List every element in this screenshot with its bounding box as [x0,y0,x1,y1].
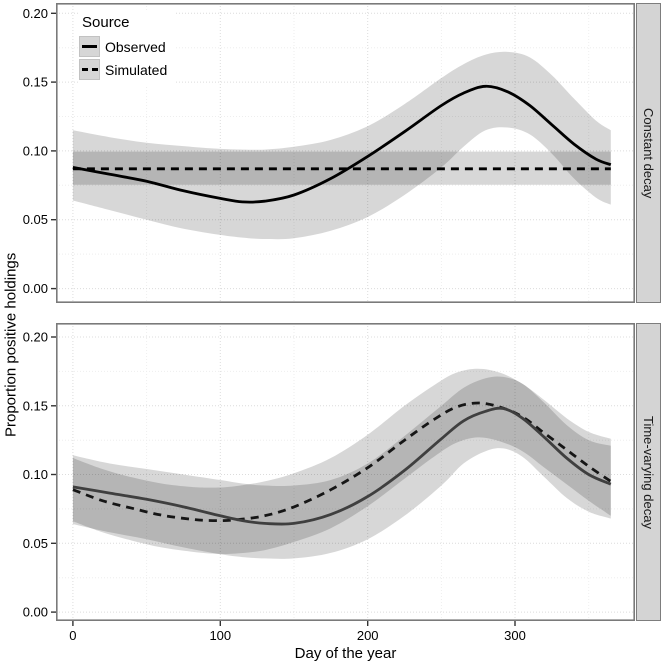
legend-key-simulated [79,59,100,80]
y-tick-label: 0.15 [23,398,48,413]
y-tick-label: 0.10 [23,143,48,158]
y-tick-label: 0.20 [23,330,48,345]
legend-title: Source [82,14,130,31]
ribbon-observed [72,51,611,240]
legend-item-simulated: Simulated [79,59,167,80]
solid-line-sample-icon [82,45,97,48]
facet-strip-constant-decay: Constant decay [636,3,661,303]
panel-time-varying-decay [56,323,635,621]
y-tick-label: 0.05 [23,212,48,227]
y-axis-title: Proportion positive holdings [2,252,20,438]
panel-border [56,3,635,303]
panel-constant-decay [56,3,635,303]
legend-item-observed: Observed [79,36,167,57]
panel-time-varying-decay-plot [56,323,635,621]
line-simulated [72,401,612,523]
y-tick-label: 0.05 [23,536,48,551]
line-observed [72,84,612,204]
x-tick-label: 300 [504,628,526,643]
legend-label: Observed [105,38,166,55]
facet-strip-time-varying-decay: Time-varying decay [636,323,661,621]
y-tick-label: 0.15 [23,75,48,90]
y-tick-label: 0.00 [23,605,48,620]
x-tick-label: 100 [209,628,231,643]
x-axis-title: Day of the year [294,645,397,662]
dashed-line-sample-icon [81,68,98,71]
x-tick-label: 0 [69,628,76,643]
facet-strip-label: Constant decay [641,107,656,199]
legend-key-observed [79,36,100,57]
y-tick-label: 0.10 [23,467,48,482]
y-tick-label: 0.00 [23,281,48,296]
legend-label: Simulated [105,61,168,78]
line-observed [72,406,612,526]
x-tick-label: 200 [357,628,379,643]
facet-strip-label: Time-varying decay [641,415,656,529]
y-tick-label: 0.20 [23,6,48,21]
panel-border [56,323,635,621]
legend: Source Observed Simulated [78,10,176,86]
